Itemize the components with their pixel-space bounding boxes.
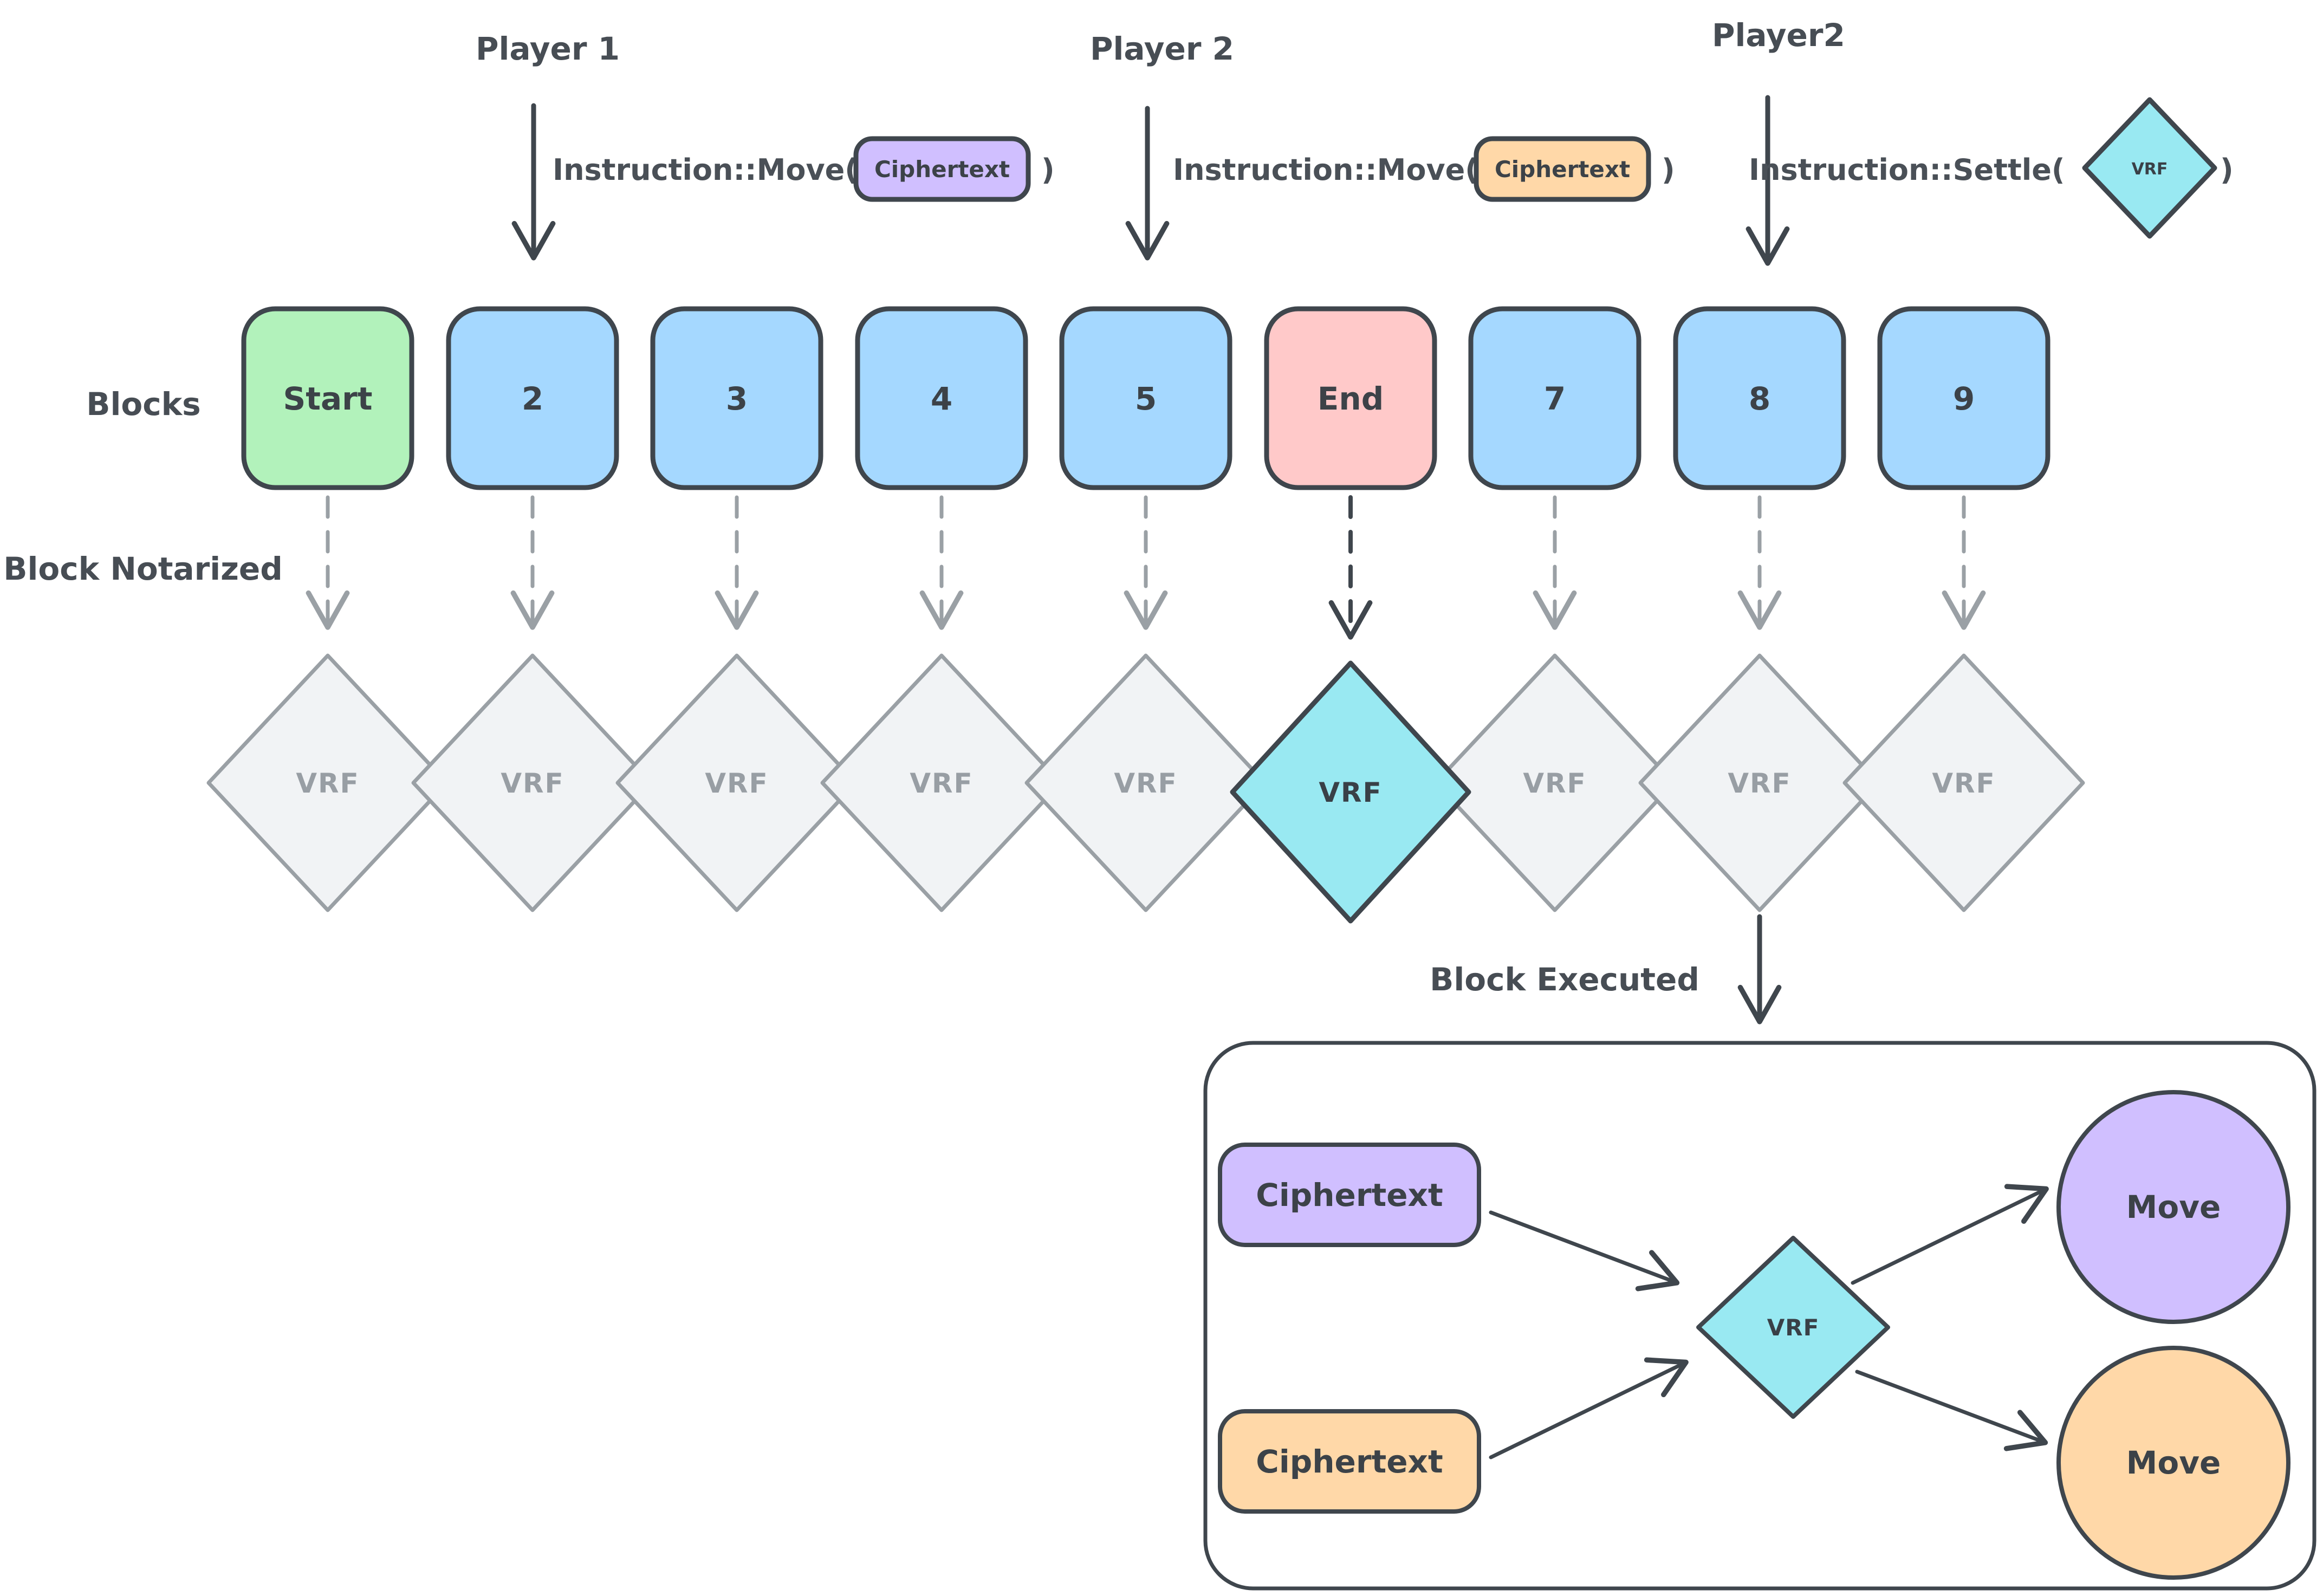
move-output-orange-label: Move: [2126, 1444, 2221, 1481]
vrf-diamond-executed: VRF: [1696, 1236, 1890, 1419]
move-output-purple-label: Move: [2126, 1189, 2221, 1225]
block-7-label: 7: [1544, 380, 1566, 417]
vrf-settle-diamond: VRF: [2082, 97, 2217, 239]
vrf-diamond-highlighted-label: VRF: [1319, 777, 1382, 808]
block-8: 8: [1673, 306, 1846, 490]
block-8-label: 8: [1749, 380, 1770, 417]
vrf-settle-label: VRF: [2132, 160, 2168, 179]
ciphertext-input-purple-label: Ciphertext: [1256, 1177, 1443, 1214]
block-7: 7: [1468, 306, 1641, 490]
vrf-diamond-3: VRF: [615, 653, 858, 912]
arrow-vrf-to-move2: [1855, 1370, 2048, 1451]
ciphertext-input-orange-label: Ciphertext: [1256, 1443, 1443, 1480]
ciphertext-input-purple: Ciphertext: [1218, 1143, 1481, 1247]
player-lane-1: Player 1 Instruction::Move( Ciphertext ): [476, 30, 1055, 261]
move-output-purple: Move: [2056, 1090, 2290, 1324]
block-4-label: 4: [931, 380, 952, 417]
ciphertext-badge-1-label: Ciphertext: [874, 156, 1010, 183]
player-lane-2: Player 2 Instruction::Move( Ciphertext ): [1090, 30, 1675, 261]
vrf-diamond-1-label: VRF: [296, 768, 359, 799]
vrf-diamond-7: VRF: [1433, 653, 1676, 912]
instruction-move-1: Instruction::Move(: [553, 153, 858, 187]
executed-row-label: Block Executed: [1430, 961, 1699, 998]
instruction-move-1-close: ): [1041, 153, 1055, 187]
player1-label: Player 1: [476, 30, 620, 67]
move-output-orange: Move: [2056, 1346, 2290, 1580]
block-3: 3: [650, 306, 823, 490]
vrf-diamond-9: VRF: [1842, 653, 2085, 912]
vrf-diamond-7-label: VRF: [1523, 768, 1586, 799]
block-3-label: 3: [726, 380, 748, 417]
block-start: Start: [241, 306, 414, 490]
vrf-diamond-executed-label: VRF: [1767, 1314, 1820, 1341]
vrf-diamond-4-label: VRF: [910, 768, 973, 799]
vrf-diamond-5: VRF: [1024, 653, 1267, 912]
ciphertext-badge-2-label: Ciphertext: [1495, 156, 1630, 183]
vrf-diamond-1: VRF: [206, 653, 449, 912]
player2-label: Player 2: [1090, 30, 1234, 67]
block-end: End: [1264, 306, 1437, 490]
vrf-diamond-3-label: VRF: [705, 768, 768, 799]
block-5-label: 5: [1135, 380, 1157, 417]
instruction-settle: Instruction::Settle(: [1749, 153, 2065, 187]
instruction-settle-close: ): [2220, 153, 2234, 187]
block-4: 4: [855, 306, 1028, 490]
executed-container: Ciphertext Ciphertext VRF Move Move: [1203, 1041, 2316, 1591]
block-9-label: 9: [1953, 380, 1975, 417]
ciphertext-badge-2: Ciphertext: [1474, 136, 1651, 202]
arrow-ciphertext2-to-vrf: [1489, 1357, 1689, 1459]
player-lane-3: Player2 Instruction::Settle( VRF ): [1712, 17, 2234, 266]
block-9: 9: [1877, 306, 2051, 490]
instruction-move-2: Instruction::Move(: [1173, 153, 1478, 187]
ciphertext-input-orange: Ciphertext: [1218, 1409, 1481, 1514]
arrow-vrf-to-move1: [1851, 1184, 2049, 1285]
block-2: 2: [446, 306, 619, 490]
arrow-ciphertext1-to-vrf: [1489, 1210, 1680, 1292]
vrf-diamond-8-label: VRF: [1728, 768, 1791, 799]
vrf-diamond-highlighted: VRF: [1230, 660, 1471, 924]
blocks-row-label: Blocks: [86, 386, 200, 423]
notarized-row-label: Block Notarized: [3, 550, 282, 587]
ciphertext-badge-1: Ciphertext: [853, 136, 1031, 202]
vrf-diamond-9-label: VRF: [1932, 768, 1995, 799]
vrf-diamond-2-label: VRF: [501, 768, 564, 799]
vrf-diamond-4: VRF: [820, 653, 1063, 912]
vrf-diamond-5-label: VRF: [1114, 768, 1177, 799]
block-end-label: End: [1318, 380, 1384, 417]
block-5: 5: [1059, 306, 1232, 490]
instruction-move-2-close: ): [1662, 153, 1675, 187]
player3-label: Player2: [1712, 17, 1845, 54]
block-2-label: 2: [522, 380, 543, 417]
block-start-label: Start: [283, 380, 373, 417]
